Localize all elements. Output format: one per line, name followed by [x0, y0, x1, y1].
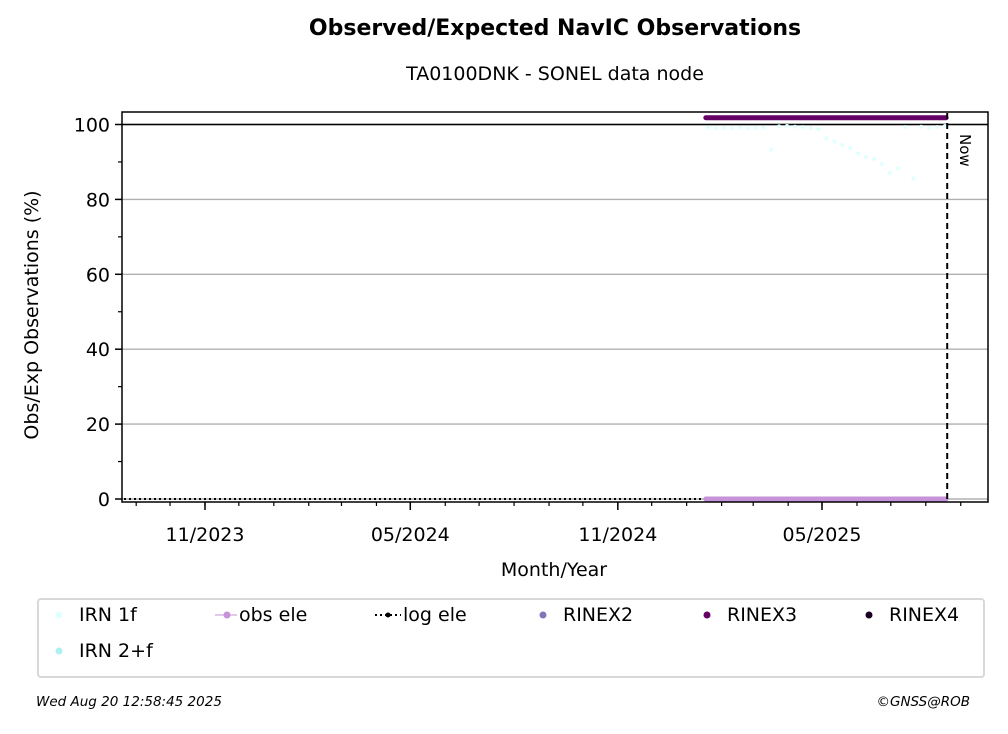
legend-marker-irn-1f — [49, 605, 73, 625]
irn-1f-point — [745, 126, 750, 131]
legend-item-irn-1f: IRN 1f — [49, 604, 137, 626]
y-tick-label: 0 — [98, 489, 110, 511]
footer-timestamp: Wed Aug 20 12:58:45 2025 — [36, 694, 222, 710]
irn-1f-point — [832, 139, 837, 144]
irn-1f-point — [761, 125, 766, 130]
legend-item-rinex4: RINEX4 — [859, 604, 959, 626]
irn-1f-point — [919, 124, 924, 129]
irn-1f-point — [887, 170, 892, 175]
irn-1f-point — [769, 147, 774, 152]
x-tick-label: 11/2024 — [578, 524, 657, 546]
y-tick-label: 80 — [86, 189, 110, 211]
chart-canvas: Now 0 20 40 60 80 100 11/2023 05/2024 11/2024 05/2… — [21, 111, 989, 581]
chart-title: Observed/Expected NavIC Observations — [308, 16, 802, 41]
legend: IRN 1f obs ele log ele RINEX2 RINEX3 RIN… — [37, 598, 985, 678]
x-tick-label: 11/2023 — [166, 524, 245, 546]
legend-item-rinex2: RINEX2 — [533, 604, 633, 626]
chart-subtitle: TA0100DNK - SONEL data node — [406, 63, 704, 85]
irn-1f-point — [879, 161, 884, 166]
legend-marker-obs-ele — [215, 605, 237, 625]
irn-1f-point — [911, 176, 916, 181]
irn-1f-point — [777, 124, 782, 129]
legend-label-obs-ele: obs ele — [239, 604, 308, 626]
plot-frame — [121, 111, 989, 503]
now-label: Now — [956, 134, 974, 167]
legend-label-rinex4: RINEX4 — [889, 604, 960, 626]
irn-1f-point — [792, 124, 797, 129]
irn-1f-point — [800, 125, 805, 130]
legend-label-irn-1f: IRN 1f — [79, 604, 137, 626]
irn-1f-point — [785, 123, 790, 128]
y-axis-label: Obs/Exp Observations (%) — [21, 190, 43, 439]
irn-1f-point — [903, 125, 908, 130]
legend-item-rinex3: RINEX3 — [697, 604, 797, 626]
irn-1f-point — [824, 136, 829, 141]
irn-1f-point — [942, 123, 947, 128]
legend-label-rinex3: RINEX3 — [727, 604, 798, 626]
irn-1f-point — [753, 125, 758, 130]
legend-marker-irn-2f — [49, 641, 73, 661]
x-tick-label: 05/2025 — [783, 524, 862, 546]
footer-credit: ©GNSS@ROB — [876, 694, 971, 710]
x-axis-label: Month/Year — [501, 559, 607, 581]
legend-label-rinex2: RINEX2 — [563, 604, 634, 626]
irn-1f-point — [713, 126, 718, 131]
irn-1f-point — [737, 125, 742, 130]
irn-1f-point — [935, 125, 940, 130]
irn-1f-point — [927, 125, 932, 130]
legend-marker-rinex2 — [533, 605, 557, 625]
legend-item-obs-ele: obs ele — [215, 604, 307, 626]
legend-marker-rinex3 — [697, 605, 721, 625]
irn-1f-point — [863, 155, 868, 160]
irn-1f-point — [808, 125, 813, 130]
irn-1f-point — [729, 126, 734, 131]
irn-1f-point — [871, 156, 876, 161]
irn-1f-point — [706, 125, 711, 130]
legend-item-irn-2f: IRN 2+f — [49, 640, 153, 662]
irn-1f-point — [816, 126, 821, 131]
x-tick-label: 05/2024 — [371, 524, 450, 546]
y-tick-label: 40 — [86, 339, 110, 361]
legend-marker-log-ele — [375, 605, 401, 625]
irn-1f-point — [856, 151, 861, 156]
irn-1f-point — [840, 142, 845, 147]
y-tick-label: 20 — [86, 414, 110, 436]
irn-1f-point — [848, 146, 853, 151]
irn-1f-point — [895, 166, 900, 171]
legend-label-log-ele: log ele — [403, 604, 467, 626]
legend-item-log-ele: log ele — [375, 604, 467, 626]
legend-marker-rinex4 — [859, 605, 883, 625]
legend-label-irn-2f: IRN 2+f — [79, 640, 153, 662]
y-tick-label: 60 — [86, 264, 110, 286]
irn-1f-point — [721, 125, 726, 130]
y-tick-label: 100 — [74, 115, 110, 137]
